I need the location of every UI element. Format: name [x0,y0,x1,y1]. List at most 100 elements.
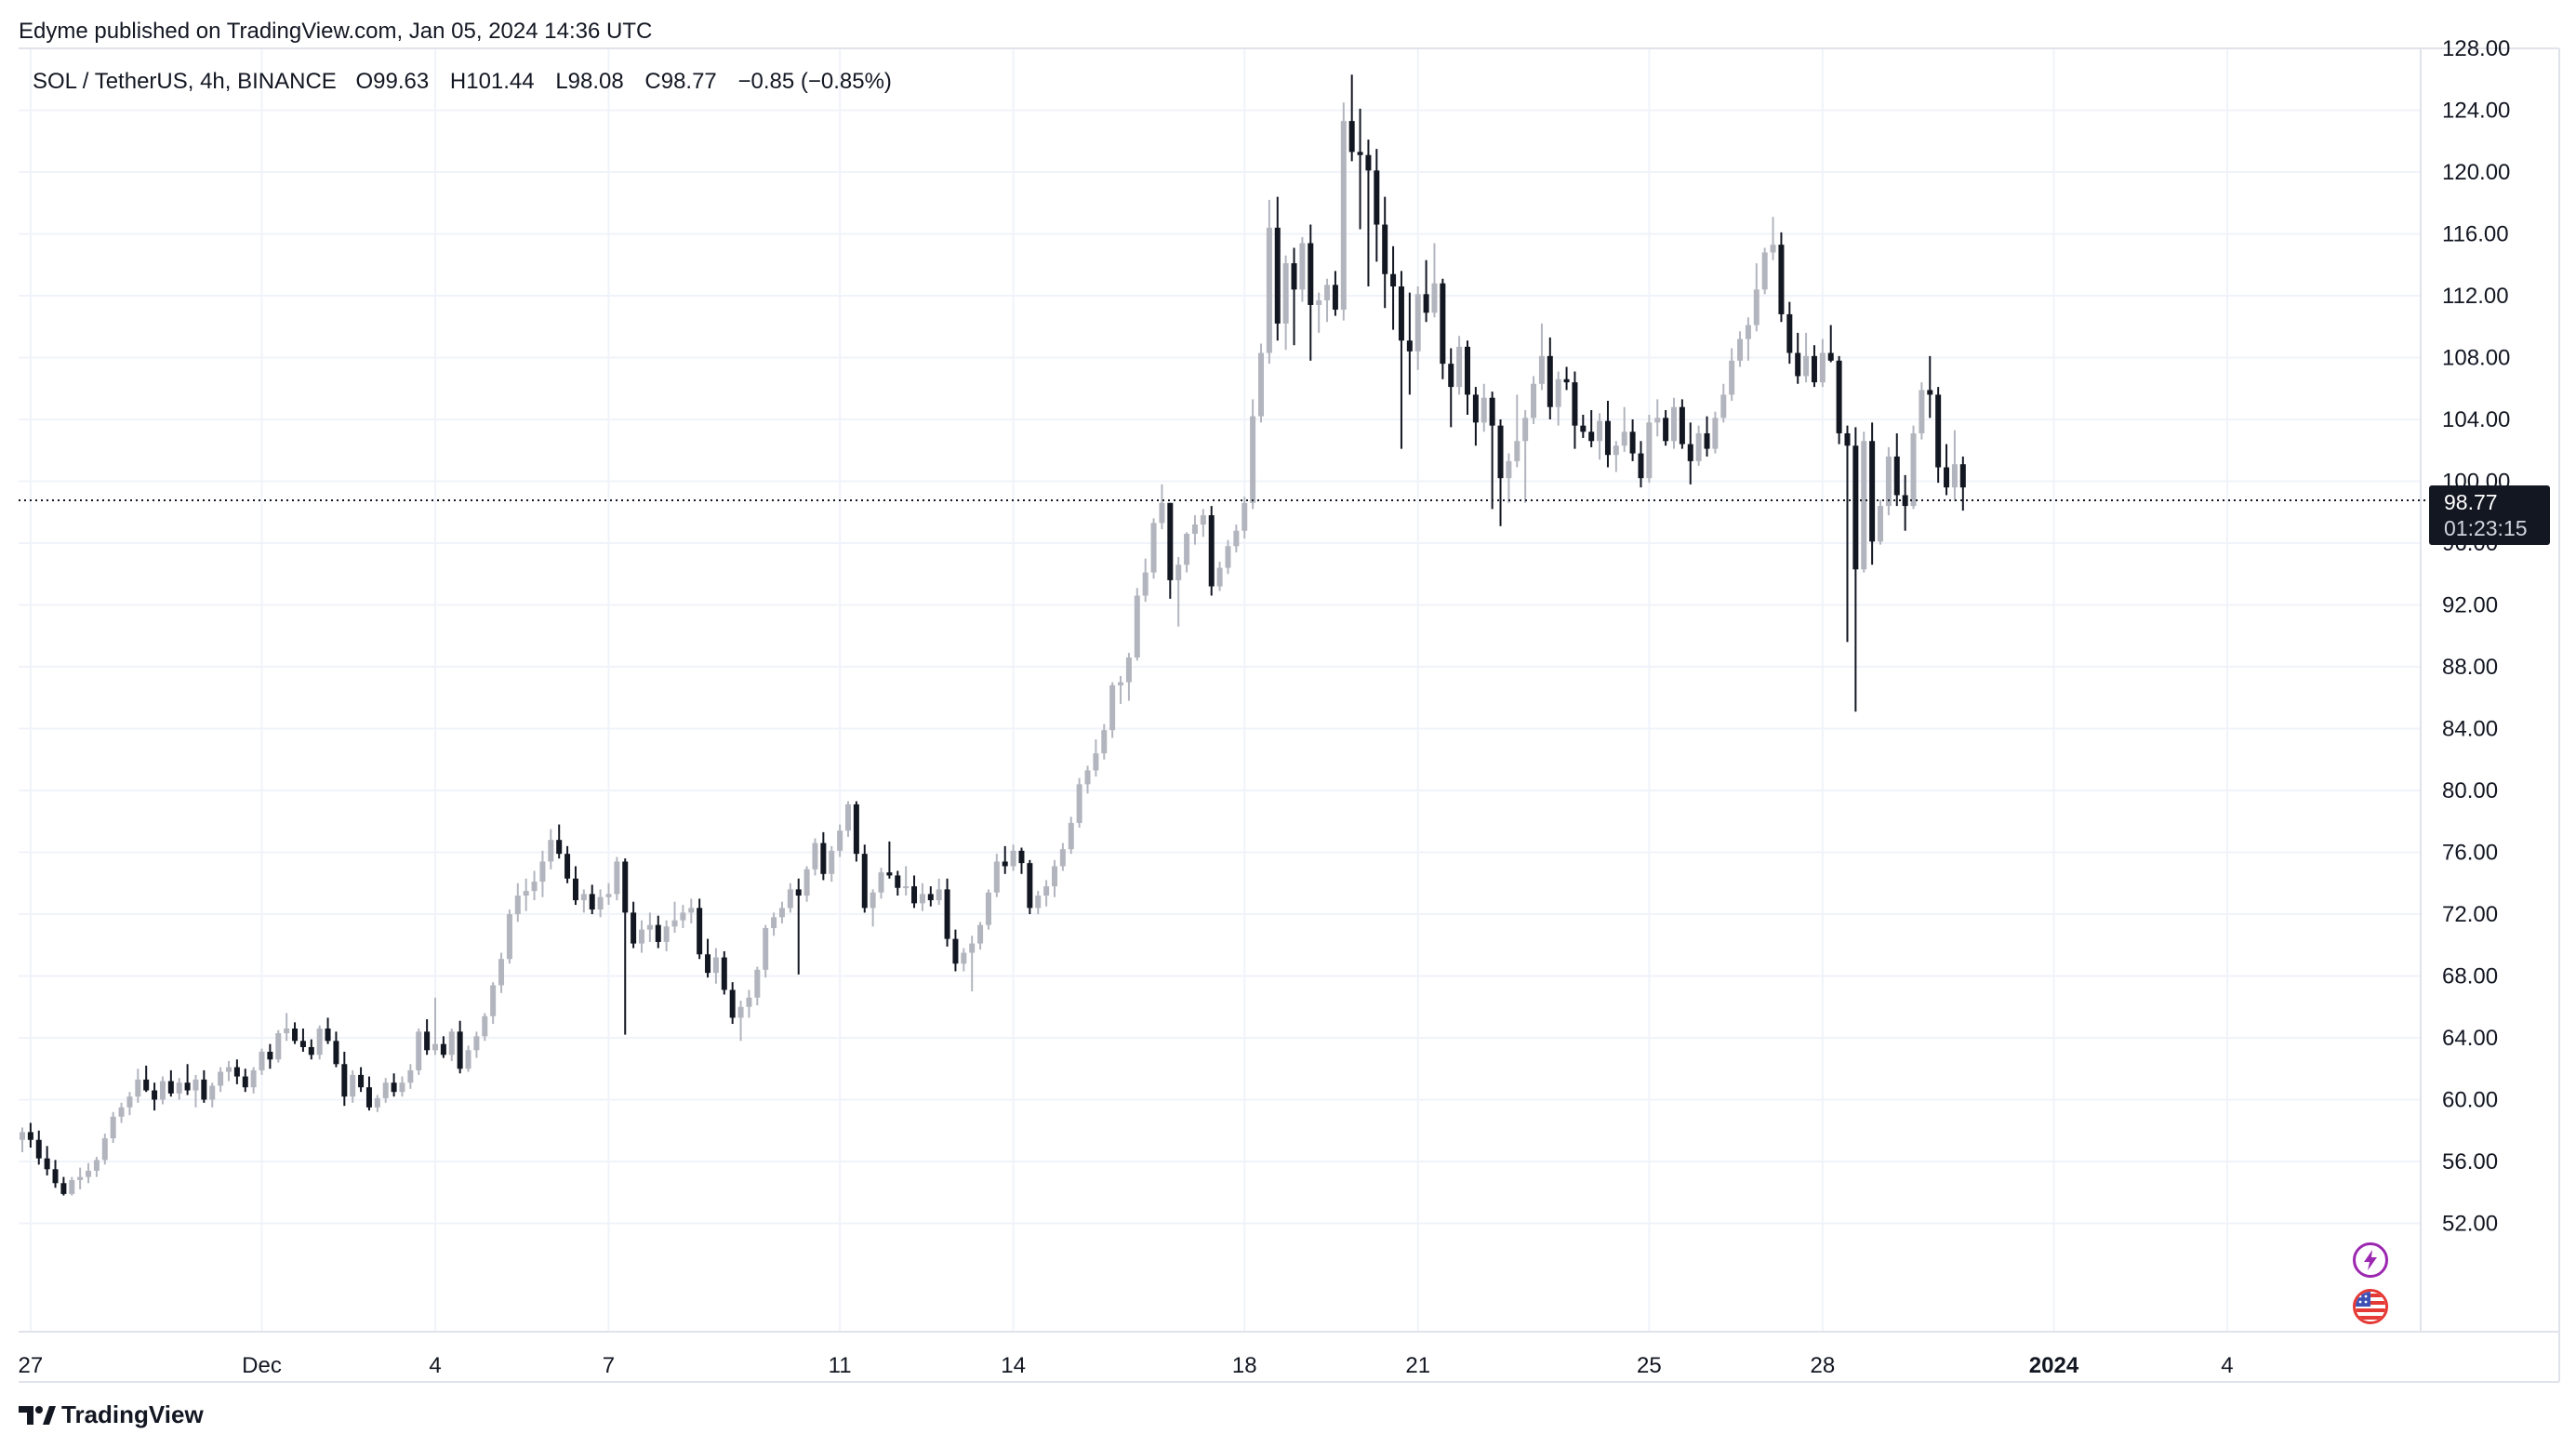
candle [465,1050,471,1069]
candle [118,1107,125,1117]
candle [919,894,925,904]
candle [1027,863,1033,909]
candle [407,1069,414,1083]
lightning-icon[interactable] [2353,1242,2388,1278]
ohlc-change: −0.85 (−0.85%) [737,69,892,94]
candle [1184,534,1190,565]
candle [1101,730,1108,754]
price-tick-label: 60.00 [2442,1088,2498,1113]
candle [86,1170,92,1177]
candle [514,896,521,914]
candle [861,854,868,909]
candle [1695,432,1702,461]
candle [631,912,637,944]
candle [1729,360,1735,395]
candle [218,1071,224,1086]
candle [233,1067,240,1077]
candlestick-chart[interactable]: 128.00 124.00 120.00 116.00 112.00 108.00 104.… [0,0,2576,1395]
candle [1142,572,1149,596]
candle [1753,289,1759,325]
candle [399,1082,405,1093]
candle [787,889,793,909]
candle [1324,285,1331,300]
candle [1134,595,1140,658]
price-tick-label: 84.00 [2442,717,2498,742]
candle [870,892,876,909]
last-price-value: 98.77 [2444,489,2498,514]
candle [27,1132,33,1140]
candle [589,894,595,910]
candle [448,1031,455,1055]
candle [1803,355,1810,377]
candle [250,1069,257,1088]
candle [1390,273,1397,287]
candle [1770,245,1776,253]
candle [1572,382,1578,426]
candle [1679,406,1685,445]
candle [440,1043,446,1055]
candle [1811,355,1817,383]
candle [226,1067,232,1072]
tradingview-logo-icon [19,1405,56,1425]
price-tick-label: 120.00 [2442,160,2510,185]
candle [1357,152,1363,155]
tradingview-logo[interactable]: TradingView [19,1401,204,1429]
candle [1538,355,1545,384]
candle [829,850,835,874]
price-tick-label: 76.00 [2442,841,2498,866]
candle [1910,432,1917,507]
candle [927,894,934,901]
candle [936,889,942,901]
candle [1159,502,1165,524]
us-flag-icon[interactable] [2353,1289,2388,1324]
symbol-name[interactable]: SOL / TetherUS, 4h, BINANCE [33,69,337,94]
price-tick-label: 92.00 [2442,593,2498,618]
candle [1597,420,1603,442]
candle [771,917,777,928]
candle [1125,657,1132,683]
time-tick-label: Dec [242,1353,282,1378]
candle [457,1031,463,1069]
candle [69,1179,75,1194]
price-tick-label: 104.00 [2442,407,2510,432]
candle [1786,313,1793,353]
candle [1547,355,1553,407]
candle [1878,506,1883,542]
candle [548,840,554,862]
candle [1844,432,1851,446]
candle [482,1016,488,1037]
candle [432,1043,438,1051]
candle [895,875,901,888]
candle [184,1082,191,1091]
candles [20,74,1966,1196]
candle [490,985,497,1016]
candle [952,938,959,964]
candle [193,1079,199,1091]
price-axis-labels: 128.00 124.00 120.00 116.00 112.00 108.00 104.… [2442,36,2510,1237]
candle [1068,822,1074,850]
candle [878,872,884,893]
candle [646,924,653,930]
candle [93,1160,100,1171]
candle [803,869,810,896]
candle [1316,299,1322,305]
candle [259,1051,265,1070]
candle [1010,850,1016,867]
candle [1340,121,1347,310]
candle [284,1029,290,1034]
price-tick-label: 112.00 [2442,284,2509,309]
candle [1348,121,1355,153]
candle [1944,467,1950,488]
candle [1629,431,1636,454]
candle [267,1051,273,1060]
candle [605,894,612,897]
candle [1927,390,1933,395]
time-tick-label: 4 [2221,1353,2233,1378]
candle [556,840,563,855]
candle [1893,456,1900,496]
candle [1852,445,1859,570]
candle [1308,243,1314,305]
candle [1778,245,1785,314]
candle [721,957,727,990]
candle [152,1090,158,1100]
